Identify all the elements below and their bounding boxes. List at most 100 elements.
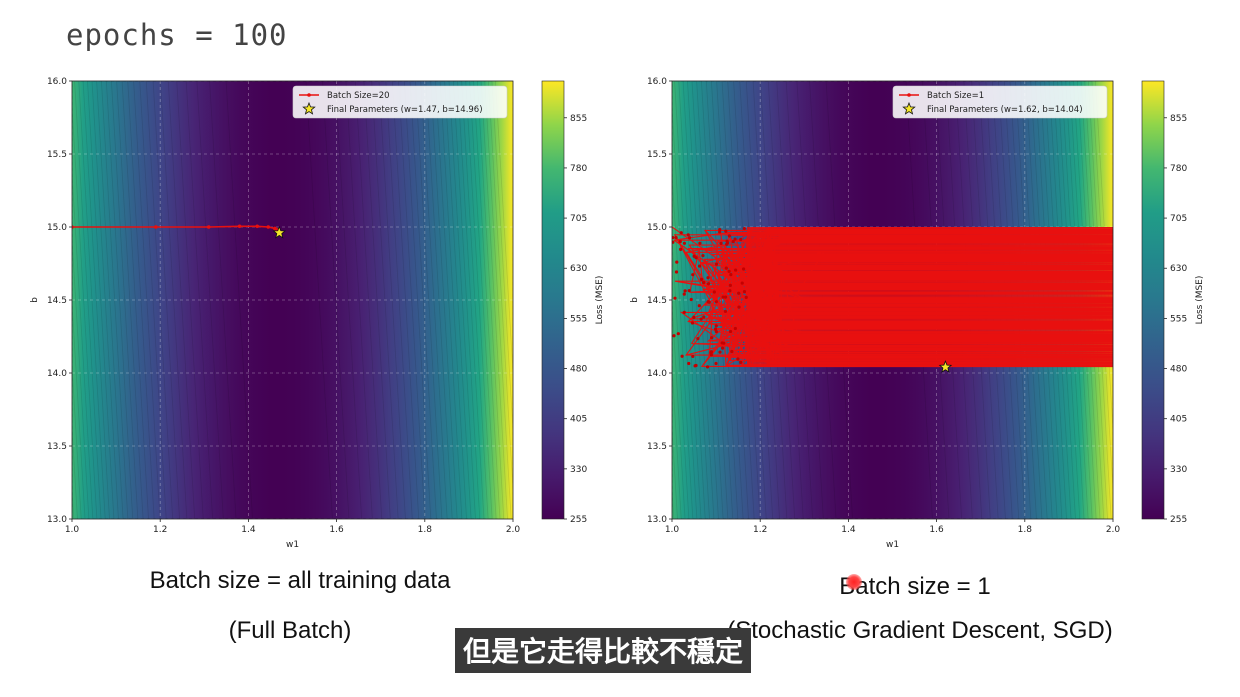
y-tick-label: 13.5 <box>647 442 667 452</box>
trajectory-point <box>672 240 675 244</box>
trajectory-point <box>674 235 678 240</box>
trajectory-point <box>742 290 747 294</box>
trajectory-point <box>674 270 679 274</box>
colorbar-tick-label: 255 <box>570 515 587 525</box>
y-tick-label: 16.0 <box>647 77 667 87</box>
x-tick-label: 1.4 <box>241 525 256 535</box>
trajectory-point <box>744 295 748 299</box>
trajectory-point <box>741 267 746 271</box>
trajectory-point <box>696 336 700 341</box>
trajectory-point <box>714 300 718 304</box>
colorbar-tick-label: 480 <box>1170 365 1187 375</box>
trajectory-point <box>701 254 705 258</box>
trajectory-point <box>702 280 706 285</box>
trajectory-point <box>683 289 687 293</box>
colorbar-tick-label: 330 <box>570 465 587 475</box>
x-tick-label: 1.4 <box>841 525 856 535</box>
y-tick-label: 13.0 <box>647 515 667 525</box>
colorbar-tick-label: 630 <box>570 264 587 274</box>
colorbar <box>541 80 565 520</box>
trajectory-point <box>728 329 733 334</box>
trajectory-point <box>255 224 260 229</box>
x-tick-label: 1.6 <box>329 525 344 535</box>
trajectory-point <box>728 289 732 293</box>
trajectory-point <box>673 296 677 300</box>
trajectory-point <box>731 240 735 244</box>
trajectory-point <box>682 241 687 245</box>
colorbar-tick-label: 555 <box>570 314 587 324</box>
trajectory-point <box>737 305 741 309</box>
code-epochs: epochs = 100 <box>66 18 288 52</box>
x-tick-label: 1.8 <box>1018 525 1033 535</box>
y-axis-label: b <box>30 297 40 303</box>
trajectory-point <box>733 237 737 241</box>
trajectory-point <box>692 254 696 258</box>
trajectory-point <box>678 239 682 244</box>
final-parameter-star <box>272 225 287 239</box>
y-tick-label: 15.0 <box>47 223 67 233</box>
trajectory-point <box>72 225 74 229</box>
y-tick-label: 13.0 <box>47 515 67 525</box>
trajectory-point <box>739 360 743 364</box>
y-tick-label: 14.5 <box>647 296 667 306</box>
y-tick-label: 14.5 <box>47 296 67 306</box>
caption-full-batch-line1: Batch size = all training data <box>149 567 451 594</box>
trajectory-point <box>709 351 713 355</box>
trajectory-point <box>692 315 696 320</box>
trajectory-point <box>714 262 719 266</box>
trajectory-point <box>687 361 691 366</box>
colorbar-tick-label: 780 <box>570 164 587 174</box>
trajectory-point <box>724 229 728 233</box>
y-axis-label: b <box>630 297 640 303</box>
trajectory-point <box>710 336 714 340</box>
legend-box <box>892 85 1108 119</box>
colorbar-tick-label: 855 <box>1170 114 1187 124</box>
chart-sgd: 1.0 1.2 1.4 1.6 1.8 2.0 13.0 13.5 14.0 14.5 15.0 15… <box>630 77 1205 550</box>
trajectory-point <box>694 363 698 368</box>
trajectory-point <box>723 295 728 299</box>
legend-entry-series: Batch Size=1 <box>927 91 984 101</box>
trajectory-point <box>713 327 718 331</box>
trajectory-point <box>682 292 686 296</box>
trajectory-point <box>724 266 728 270</box>
x-tick-label: 2.0 <box>506 525 521 535</box>
y-tick-label: 14.0 <box>47 369 67 379</box>
legend-box <box>292 85 508 119</box>
y-tick-label: 16.0 <box>47 77 67 87</box>
trajectory-point <box>688 236 692 240</box>
trajectory-point <box>729 273 733 277</box>
x-tick-label: 2.0 <box>1106 525 1121 535</box>
trajectory-point <box>719 241 723 245</box>
trajectory-point <box>718 228 722 232</box>
x-axis-label: w1 <box>286 540 299 550</box>
trajectory-point <box>707 300 711 304</box>
trajectory-point <box>725 242 729 246</box>
x-axis-label: w1 <box>886 540 899 550</box>
trajectory-point <box>706 276 710 280</box>
legend-entry-series: Batch Size=20 <box>327 91 390 101</box>
colorbar-label: Loss (MSE) <box>595 276 605 325</box>
contour-lines <box>72 81 513 519</box>
trajectory-point <box>691 273 695 277</box>
trajectory-point <box>686 233 690 237</box>
trajectory-point <box>734 268 738 272</box>
x-tick-label: 1.0 <box>665 525 680 535</box>
trajectory-point <box>672 235 675 240</box>
trajectory-point <box>153 225 158 229</box>
video-subtitle: 但是它走得比較不穩定 <box>455 628 752 673</box>
trajectory-point <box>237 224 242 229</box>
trajectory-point <box>723 309 728 314</box>
x-tick-label: 1.6 <box>929 525 944 535</box>
trajectory-point <box>689 297 693 302</box>
trajectory-point <box>682 310 686 314</box>
trajectory-point <box>702 315 706 319</box>
trajectory-point <box>737 291 741 295</box>
trajectory-point <box>727 234 732 238</box>
trajectory-point <box>721 295 725 299</box>
y-tick-label: 13.5 <box>47 442 67 452</box>
legend-star-swatch <box>902 101 916 115</box>
trajectory-point <box>676 332 680 336</box>
caption-sgd-line2: (Stochastic Gradient Descent, SGD) <box>727 617 1113 644</box>
series-path <box>672 226 1113 369</box>
x-tick-label: 1.8 <box>418 525 433 535</box>
